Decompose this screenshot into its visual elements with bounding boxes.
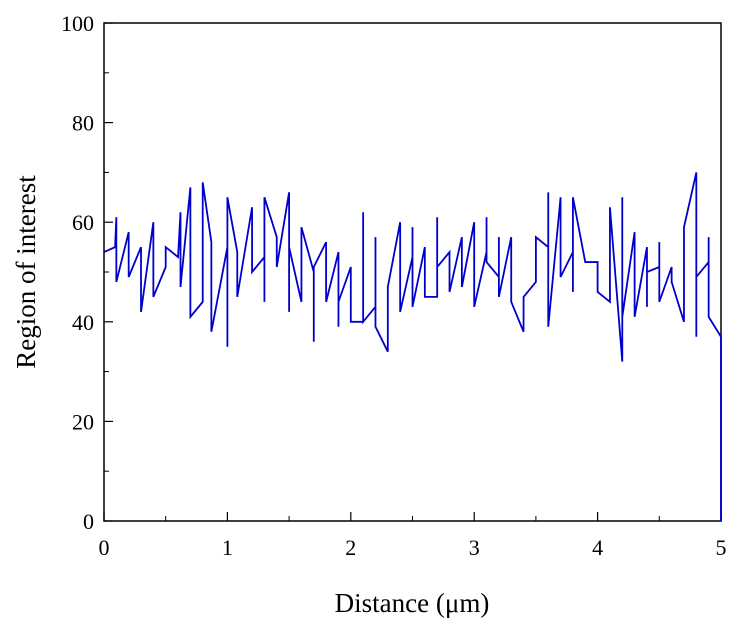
y-tick-label: 100 [61, 11, 94, 36]
y-tick-label: 0 [83, 509, 94, 534]
y-axis-label: Region of interest [11, 175, 41, 369]
x-tick-label: 5 [716, 535, 727, 560]
x-tick-label: 3 [469, 535, 480, 560]
y-tick-label: 60 [72, 210, 94, 235]
x-tick-label: 1 [222, 535, 233, 560]
x-tick-label: 0 [99, 535, 110, 560]
y-tick-label: 80 [72, 111, 94, 136]
x-axis-label: Distance (μm) [335, 588, 490, 618]
x-tick-label: 2 [345, 535, 356, 560]
y-tick-label: 20 [72, 409, 94, 434]
x-tick-label: 4 [592, 535, 603, 560]
data-line [103, 172, 722, 521]
y-tick-label: 40 [72, 310, 94, 335]
